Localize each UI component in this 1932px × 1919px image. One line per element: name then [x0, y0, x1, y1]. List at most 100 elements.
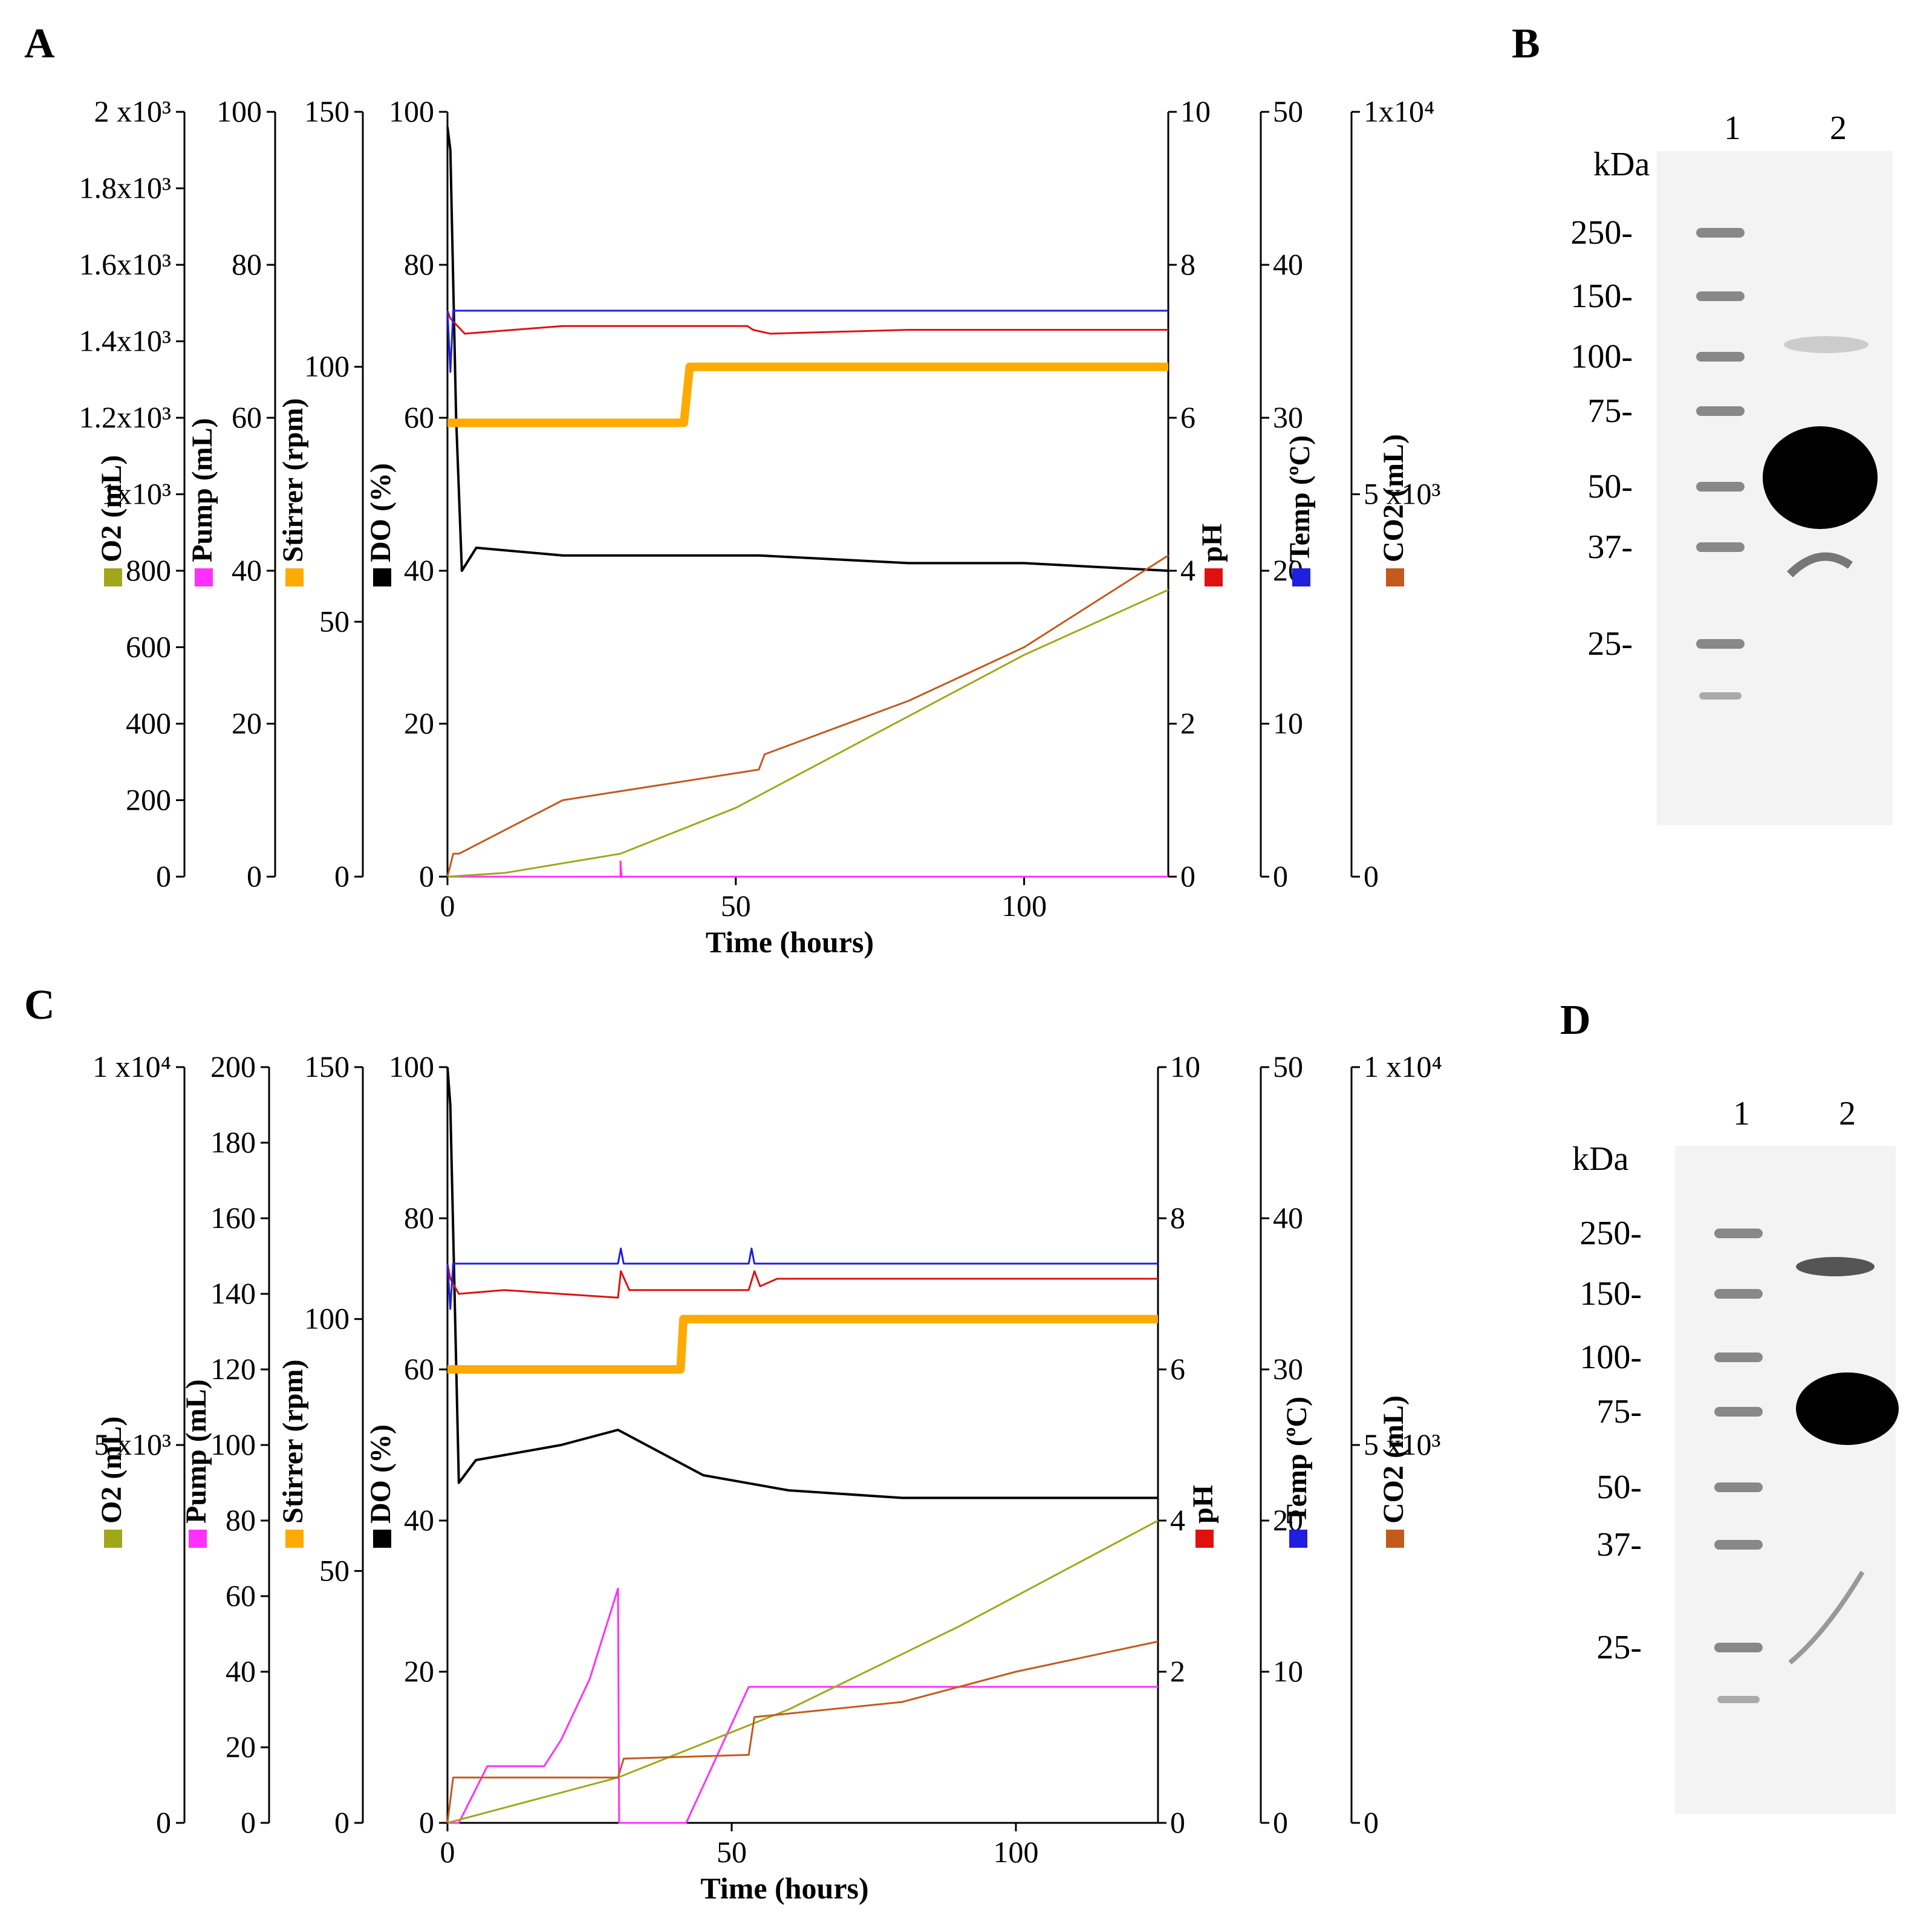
tick-label: 40	[1273, 247, 1303, 281]
do-axis: 0 20 40 60 80 100 DO (%)	[365, 1050, 449, 1839]
tick-label: 50	[1273, 1050, 1303, 1083]
marker-label: 150-	[1570, 278, 1633, 315]
tick-label: 20	[404, 1654, 434, 1688]
panel-letter: C	[24, 982, 55, 1028]
protein-band	[1796, 1257, 1875, 1276]
tick-label: 4	[1170, 1503, 1185, 1537]
series-line-temp	[446, 1247, 1158, 1310]
marker-label: 25-	[1596, 1629, 1642, 1666]
protein-band	[1796, 1372, 1899, 1445]
marker-label: 37-	[1596, 1526, 1642, 1563]
tick-label: 40	[1273, 1201, 1303, 1235]
ladder-band	[1699, 692, 1742, 700]
tick-label: 5 x10³	[1364, 1427, 1441, 1461]
marker-label: 37-	[1587, 528, 1633, 566]
svg-text:pH: pH	[1196, 524, 1228, 562]
tick-label: 20	[404, 706, 434, 740]
panel-letter: B	[1512, 21, 1540, 67]
series-line-ph	[446, 310, 1168, 335]
series-line-ph	[446, 1263, 1158, 1299]
tick-label: 0	[247, 859, 262, 893]
tick-label: 10	[1170, 1050, 1200, 1083]
tick-label: 1 x10⁴	[1364, 1050, 1442, 1083]
series-line-co2	[446, 1640, 1159, 1823]
tick-label: 150	[304, 94, 350, 128]
series-line-pump	[447, 1588, 1158, 1824]
tick-label: 30	[1273, 1352, 1303, 1386]
ladder-band	[1696, 406, 1745, 416]
marker-label: 50-	[1596, 1469, 1642, 1506]
x-tick-label: 50	[721, 889, 751, 923]
do-axis-label: DO (%)	[365, 463, 397, 586]
x-tick-label: 50	[717, 1835, 747, 1869]
svg-text:Temp (ºC): Temp (ºC)	[1284, 435, 1316, 562]
tick-label: 400	[126, 706, 171, 740]
tick-label: 180	[210, 1125, 256, 1159]
tick-label: 20	[226, 1730, 256, 1764]
tick-label: 0	[419, 1805, 434, 1839]
series-line-o2	[447, 1519, 1159, 1824]
o2-axis: 0 5 x10³ 1 x10⁴ O2 (mL)	[93, 1050, 186, 1839]
marker-label: 75-	[1587, 392, 1633, 430]
tick-label: 120	[210, 1352, 256, 1386]
tick-label: 1x10³	[102, 477, 171, 511]
pump-axis-label: Pump (mL)	[180, 1379, 212, 1548]
ladder-band	[1717, 1696, 1760, 1703]
ladder-band	[1714, 1482, 1763, 1492]
tick-label: 6	[1180, 400, 1195, 434]
tick-label: 20	[232, 706, 262, 740]
ladder-band	[1714, 1229, 1763, 1238]
svg-text:Stirrer (rpm): Stirrer (rpm)	[277, 1360, 309, 1524]
svg-text:O2 (mL): O2 (mL)	[96, 1417, 128, 1524]
ladder-band	[1696, 542, 1745, 552]
tick-label: 200	[210, 1050, 256, 1083]
tick-label: 80	[226, 1503, 256, 1537]
lane-label: 2	[1839, 1095, 1856, 1132]
ladder-band	[1714, 1643, 1763, 1652]
stirrer-axis-label: Stirrer (rpm)	[277, 1360, 309, 1548]
series-line-o2	[447, 589, 1169, 878]
series-line-temp	[446, 310, 1168, 373]
temp-axis-label: Temp (ºC)	[1284, 435, 1316, 586]
tick-label: 0	[156, 1805, 171, 1839]
series-line-pump	[447, 860, 1168, 878]
tick-label: 60	[404, 1352, 434, 1386]
pump-axis: 0 20 40 60 80 100 Pump (mL)	[186, 94, 276, 893]
co2-axis-label: CO2 (mL)	[1377, 434, 1410, 586]
x-axis-label: Time (hours)	[706, 925, 874, 959]
tick-label: 0	[156, 859, 171, 893]
tick-label: 10	[1273, 1654, 1303, 1688]
stirrer-axis: 0 50 100 150 Stirrer (rpm)	[277, 94, 364, 893]
series-line-do	[446, 1067, 1158, 1499]
tick-label: 10	[1180, 94, 1211, 128]
x-axis-label: Time (hours)	[700, 1871, 868, 1905]
marker-label: 75-	[1596, 1393, 1642, 1430]
ph-axis: 0 2 4 6 8 10 pH	[1157, 1050, 1219, 1839]
ph-axis-label: pH	[1187, 1485, 1219, 1548]
tick-label: 80	[232, 247, 262, 281]
temp-axis-label: Temp (ºC)	[1281, 1397, 1313, 1548]
tick-label: 2 x10³	[94, 94, 172, 128]
co2-axis: 0 5 x10³ 1 x10⁴ CO2 (mL)	[1350, 1050, 1442, 1839]
o2-axis-label: O2 (mL)	[96, 1417, 128, 1548]
tick-label: 100	[304, 349, 350, 383]
tick-label: 160	[210, 1201, 256, 1235]
svg-text:Pump (mL): Pump (mL)	[180, 1379, 212, 1524]
tick-label: 100	[389, 1050, 434, 1083]
x-axis: 0 50 100 Time (hours)	[440, 1822, 1158, 1905]
tick-label: 40	[404, 1503, 434, 1537]
svg-text:Pump (mL): Pump (mL)	[186, 418, 218, 562]
tick-label: 40	[232, 553, 262, 587]
tick-label: 50	[319, 604, 350, 638]
panel-letter: A	[24, 21, 55, 67]
kda-label: kDa	[1593, 146, 1650, 183]
marker-label: 100-	[1579, 1339, 1642, 1376]
stirrer-axis-label: Stirrer (rpm)	[277, 398, 309, 586]
tick-label: 0	[241, 1805, 256, 1839]
x-tick-label: 0	[440, 1835, 455, 1869]
lane-label: 1	[1724, 109, 1741, 147]
ladder-band	[1696, 291, 1745, 301]
tick-label: 4	[1180, 553, 1195, 587]
